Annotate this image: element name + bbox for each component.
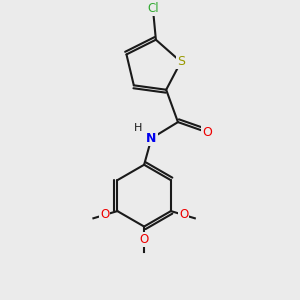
Text: O: O	[140, 233, 149, 246]
Text: S: S	[177, 55, 185, 68]
Text: N: N	[146, 132, 157, 145]
Text: O: O	[179, 208, 188, 221]
Text: O: O	[202, 126, 212, 139]
Text: Cl: Cl	[147, 2, 159, 15]
Text: H: H	[134, 123, 142, 133]
Text: O: O	[100, 208, 109, 221]
